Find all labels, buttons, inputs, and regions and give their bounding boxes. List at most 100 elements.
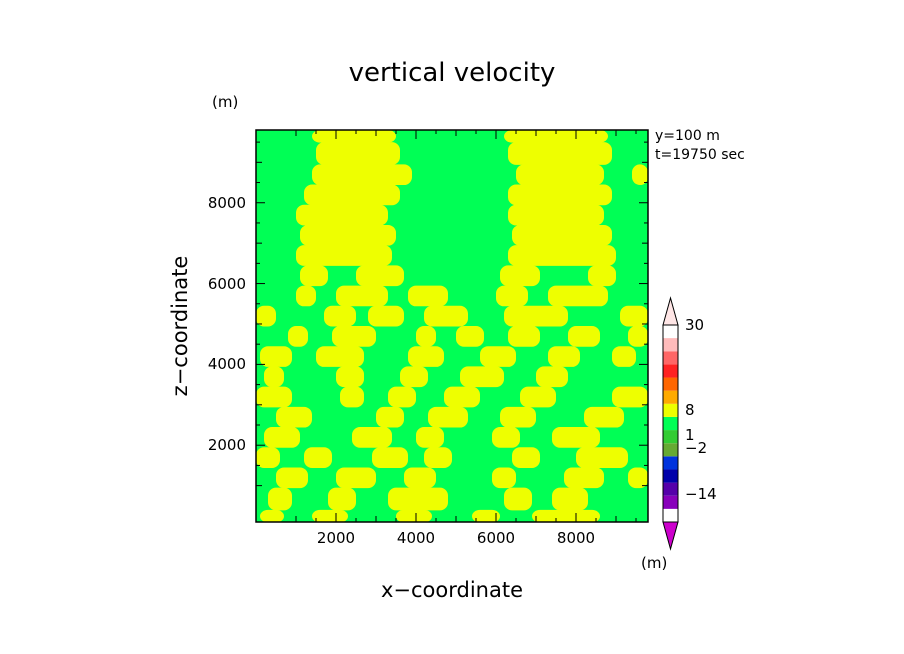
positive-region xyxy=(372,447,408,468)
positive-region xyxy=(268,487,292,511)
positive-region xyxy=(416,427,444,448)
colorbar-segment xyxy=(663,403,678,417)
positive-region xyxy=(584,406,624,428)
positive-region xyxy=(328,487,356,511)
positive-region xyxy=(516,164,604,186)
colorbar-segment xyxy=(663,482,678,496)
x-axis-label: x−coordinate xyxy=(0,578,904,602)
x-tick-label: 6000 xyxy=(476,529,516,547)
colorbar-label: 30 xyxy=(685,316,705,334)
positive-region xyxy=(276,467,308,489)
positive-region xyxy=(548,285,608,307)
positive-region xyxy=(460,366,504,388)
positive-region xyxy=(508,184,612,206)
positive-region xyxy=(376,406,404,428)
positive-region xyxy=(256,305,276,327)
y-tick-label: 4000 xyxy=(207,355,246,374)
colorbar-min-arrow xyxy=(662,521,679,551)
positive-region xyxy=(424,305,468,327)
positive-region xyxy=(456,326,484,347)
positive-region xyxy=(504,305,568,327)
positive-region xyxy=(388,386,416,408)
positive-region xyxy=(312,509,348,523)
colorbar-segment xyxy=(663,364,678,378)
positive-region xyxy=(508,142,612,165)
positive-region xyxy=(536,366,568,388)
y-tick-label: 2000 xyxy=(207,436,246,455)
positive-region xyxy=(520,386,556,408)
positive-region xyxy=(492,467,516,489)
positive-region xyxy=(304,447,332,468)
x-tick-label: 4000 xyxy=(396,529,436,547)
positive-region xyxy=(508,326,540,347)
positive-region xyxy=(564,467,604,489)
positive-region xyxy=(312,164,412,186)
positive-region xyxy=(300,265,328,287)
positive-region xyxy=(396,509,432,523)
positive-region xyxy=(296,285,316,307)
positive-region xyxy=(336,285,388,307)
colorbar-segment xyxy=(663,430,678,444)
positive-region xyxy=(408,346,444,367)
colorbar-segment xyxy=(663,377,678,391)
positive-region xyxy=(332,326,376,347)
colorbar-max-arrow xyxy=(662,296,679,326)
positive-region xyxy=(628,467,648,489)
colorbar-unit: (m) xyxy=(641,554,668,572)
positive-region xyxy=(276,406,312,428)
positive-region xyxy=(312,130,396,143)
positive-region xyxy=(532,509,600,523)
positive-region xyxy=(316,142,400,165)
colorbar-label: −2 xyxy=(685,439,708,457)
positive-region xyxy=(444,386,480,408)
colorbar-segment xyxy=(663,495,678,509)
positive-region xyxy=(300,224,396,246)
positive-region xyxy=(416,326,436,347)
colorbar-segment xyxy=(663,416,678,431)
positive-region xyxy=(296,204,388,226)
x-tick-label: 8000 xyxy=(556,529,596,547)
positive-region xyxy=(288,326,308,347)
positive-region xyxy=(368,305,404,327)
plot-frame xyxy=(255,129,649,523)
positive-region xyxy=(508,204,604,226)
positive-region xyxy=(576,447,628,468)
positive-region xyxy=(260,346,292,367)
positive-region xyxy=(264,427,300,448)
positive-region xyxy=(304,184,400,206)
positive-region xyxy=(512,224,612,246)
positive-region xyxy=(492,427,520,448)
positive-region xyxy=(336,366,364,388)
positive-region xyxy=(428,406,468,428)
positive-region xyxy=(336,467,376,489)
positive-region xyxy=(628,326,648,347)
colorbar-label: 8 xyxy=(685,401,695,419)
positive-region xyxy=(408,285,448,307)
positive-region xyxy=(552,427,600,448)
positive-region xyxy=(588,265,616,287)
positive-region xyxy=(404,467,436,489)
positive-region xyxy=(612,346,636,367)
annotation-time: t=19750 sec xyxy=(655,147,745,163)
colorbar-frame xyxy=(662,324,679,523)
positive-region xyxy=(480,346,516,367)
colorbar-segment xyxy=(663,338,678,352)
chart-title: vertical velocity xyxy=(348,58,556,88)
y-tick-label: 8000 xyxy=(207,193,246,212)
positive-region xyxy=(340,386,364,408)
positive-region xyxy=(612,386,648,408)
positive-region xyxy=(552,487,588,511)
annotation-y-position: y=100 m xyxy=(655,128,720,144)
positive-region xyxy=(260,509,284,523)
positive-region xyxy=(620,305,648,327)
positive-region xyxy=(256,447,280,468)
positive-region xyxy=(496,285,528,307)
positive-region xyxy=(512,447,540,468)
positive-region xyxy=(508,245,616,266)
positive-region xyxy=(424,447,452,468)
positive-region xyxy=(504,130,608,143)
colorbar-segment xyxy=(663,390,678,404)
colorbar-label: −14 xyxy=(685,485,717,503)
